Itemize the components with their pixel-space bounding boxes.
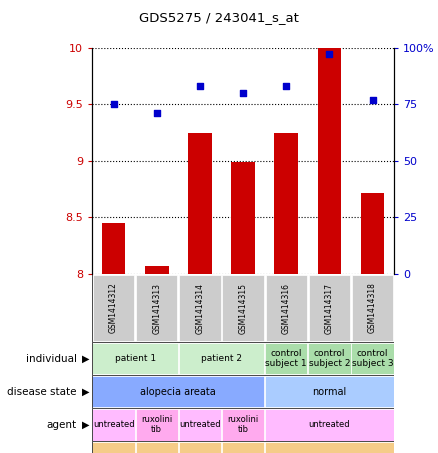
Text: alopecia areata: alopecia areata <box>141 386 216 397</box>
Bar <box>265 275 307 341</box>
Bar <box>136 442 178 453</box>
Bar <box>179 342 264 375</box>
Bar <box>222 442 264 453</box>
Bar <box>265 342 307 375</box>
Text: ruxolini
tib: ruxolini tib <box>227 415 259 434</box>
Text: patient 2: patient 2 <box>201 354 242 363</box>
Bar <box>102 223 125 274</box>
Bar <box>361 193 385 274</box>
Text: control
subject 1: control subject 1 <box>265 349 307 368</box>
Bar <box>222 409 264 441</box>
Text: GSM1414315: GSM1414315 <box>239 283 247 333</box>
Bar <box>179 409 221 441</box>
Bar <box>179 442 221 453</box>
Point <box>110 101 117 108</box>
Bar <box>265 409 394 441</box>
Point <box>369 96 376 103</box>
Text: control
subject 3: control subject 3 <box>352 349 393 368</box>
Text: GDS5275 / 243041_s_at: GDS5275 / 243041_s_at <box>139 11 299 24</box>
Point <box>326 51 333 58</box>
Bar <box>265 442 394 453</box>
Text: GSM1414312: GSM1414312 <box>109 283 118 333</box>
Text: normal: normal <box>312 386 346 397</box>
Bar <box>92 342 178 375</box>
Point <box>283 82 290 90</box>
Bar <box>351 342 394 375</box>
Text: ▶: ▶ <box>82 386 89 397</box>
Bar <box>188 133 212 274</box>
Point <box>153 110 160 117</box>
Text: agent: agent <box>46 419 77 430</box>
Bar <box>179 275 221 341</box>
Point <box>240 89 247 96</box>
Bar <box>223 275 264 341</box>
Bar <box>145 266 169 274</box>
Bar <box>231 162 255 274</box>
Text: GSM1414316: GSM1414316 <box>282 283 291 333</box>
Bar <box>318 48 341 274</box>
Text: patient 1: patient 1 <box>115 354 156 363</box>
Bar <box>136 275 177 341</box>
Bar <box>352 275 393 341</box>
Text: control
subject 2: control subject 2 <box>309 349 350 368</box>
Text: GSM1414318: GSM1414318 <box>368 283 377 333</box>
Bar <box>136 409 178 441</box>
Text: GSM1414313: GSM1414313 <box>152 283 161 333</box>
Bar <box>309 275 350 341</box>
Bar <box>92 409 135 441</box>
Bar <box>308 342 350 375</box>
Bar <box>274 133 298 274</box>
Text: GSM1414317: GSM1414317 <box>325 283 334 333</box>
Bar <box>265 376 394 408</box>
Text: untreated: untreated <box>309 420 350 429</box>
Bar <box>92 376 264 408</box>
Bar <box>93 275 134 341</box>
Text: individual: individual <box>26 353 77 364</box>
Text: ruxolini
tib: ruxolini tib <box>141 415 173 434</box>
Text: ▶: ▶ <box>82 419 89 430</box>
Bar <box>92 442 135 453</box>
Text: ▶: ▶ <box>82 353 89 364</box>
Text: untreated: untreated <box>93 420 134 429</box>
Text: untreated: untreated <box>179 420 221 429</box>
Text: GSM1414314: GSM1414314 <box>195 283 205 333</box>
Point <box>196 82 203 90</box>
Text: disease state: disease state <box>7 386 77 397</box>
